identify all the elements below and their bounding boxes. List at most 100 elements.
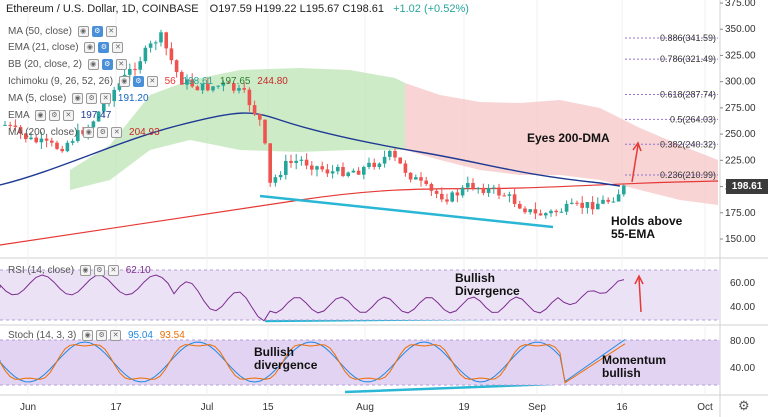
candle-body (590, 202, 595, 210)
settings-icon[interactable]: ⚙ (101, 59, 113, 70)
candle-body (523, 208, 527, 213)
annotation-stoch-divergence: Bullish divergence (254, 345, 318, 372)
candle-body (440, 193, 444, 200)
candle-body (211, 86, 215, 91)
eye-icon[interactable]: ◉ (34, 110, 46, 121)
candle-body (278, 174, 283, 178)
eye-icon[interactable]: ◉ (118, 76, 130, 87)
price-tick-label: 325.00 (725, 50, 756, 61)
eye-icon[interactable]: ◉ (72, 93, 84, 104)
close-icon[interactable]: ✕ (105, 26, 117, 37)
candle-body (445, 199, 449, 202)
candle-body (325, 169, 330, 174)
candle-body (81, 130, 85, 135)
candle-body (414, 177, 418, 180)
settings-icon[interactable]: ⚙ (93, 265, 105, 276)
ma200-line (0, 180, 719, 246)
candle-body (336, 166, 340, 172)
candle-body (96, 111, 101, 122)
candle-body (382, 156, 387, 164)
legend-ichimoku[interactable]: Ichimoku (9, 26, 52, 26) ◉ ⚙ ✕ 56 198.61 1… (8, 76, 288, 88)
candle-body (460, 187, 465, 196)
ohlc-low: L195.67 (299, 3, 340, 15)
annotation-holds-55ema: Holds above 55-EMA (611, 214, 683, 241)
candle-body (559, 211, 564, 213)
candle-body (91, 121, 96, 128)
close-icon[interactable]: ✕ (100, 93, 112, 104)
symbol-name[interactable]: Ethereum / U.S. Dollar (6, 3, 116, 15)
legend-ema[interactable]: EMA ◉ ⚙ ✕ 197.47 (8, 110, 112, 122)
close-icon[interactable]: ✕ (111, 127, 123, 138)
close-icon[interactable]: ✕ (112, 42, 124, 53)
eye-icon[interactable]: ◉ (82, 330, 94, 341)
candle-body (596, 203, 600, 210)
close-icon[interactable]: ✕ (110, 330, 122, 341)
candle-body (294, 160, 298, 163)
candle-body (55, 142, 59, 149)
candle-body (216, 85, 220, 87)
candle-body (310, 165, 314, 170)
symbol-header: Ethereum / U.S. Dollar, 1D, COINBASE O19… (6, 3, 469, 15)
settings-icon[interactable]: ⚙ (98, 42, 110, 53)
candle-body (174, 60, 179, 73)
ohlc-open: O197.59 (209, 3, 252, 15)
settings-icon[interactable]: ⚙ (97, 127, 109, 138)
candle-body (351, 170, 356, 173)
candle-body (466, 183, 470, 188)
settings-icon[interactable]: ⚙ (86, 93, 98, 104)
candle-body (497, 187, 501, 196)
candle-body (3, 124, 7, 126)
candle-body (533, 209, 538, 214)
close-icon[interactable]: ✕ (62, 110, 74, 121)
candle-body (299, 159, 304, 161)
legend-ema21[interactable]: EMA (21, close) ◉ ⚙ ✕ (8, 42, 124, 54)
candle-body (346, 172, 350, 177)
candle-body (388, 150, 392, 157)
legend-bb[interactable]: BB (20, close, 2) ◉ ⚙ ✕ (8, 59, 127, 71)
candle-body (575, 202, 579, 204)
stoch-trendline (344, 382, 554, 394)
candle-body (180, 72, 184, 85)
eye-icon[interactable]: ◉ (87, 59, 99, 70)
exchange-label: COINBASE (141, 3, 199, 15)
annotation-rsi-divergence: Bullish Divergence (455, 271, 520, 298)
settings-icon[interactable]: ⚙ (132, 76, 144, 87)
ichimoku-cloud-green (70, 68, 405, 190)
legend-ma200[interactable]: MA (200, close) ◉ ⚙ ✕ 204.93 (8, 127, 160, 139)
settings-icon[interactable]: ⚙ (91, 26, 103, 37)
interval-label[interactable]: 1D (121, 3, 136, 15)
stoch-d-line (0, 343, 626, 384)
legend-ma50[interactable]: MA (50, close) ◉ ⚙ ✕ (8, 26, 117, 38)
close-icon[interactable]: ✕ (115, 59, 127, 70)
time-tick-label: Jul (201, 402, 214, 413)
close-icon[interactable]: ✕ (107, 265, 119, 276)
candle-body (304, 159, 309, 166)
time-tick-label: Aug (356, 402, 374, 413)
candle-body (616, 194, 621, 202)
candle-body (159, 32, 163, 43)
candle-body (564, 203, 569, 212)
eye-icon[interactable]: ◉ (83, 127, 95, 138)
legend-rsi[interactable]: RSI (14, close) ◉ ⚙ ✕ 62.10 (8, 265, 151, 277)
close-icon[interactable]: ✕ (146, 76, 158, 87)
legend-ma5[interactable]: MA (5, close) ◉ ⚙ ✕ 191.20 (8, 93, 149, 105)
stoch-band (0, 340, 720, 385)
candle-body (70, 141, 75, 143)
candle-body (190, 79, 194, 87)
candle-body (424, 180, 428, 185)
eye-icon[interactable]: ◉ (79, 265, 91, 276)
candle-body (554, 210, 558, 213)
candle-body (450, 192, 454, 202)
fib-label: 0.618(287.74) (660, 90, 716, 100)
time-tick-label: Sep (528, 402, 546, 413)
gear-icon[interactable]: ⚙ (738, 398, 750, 413)
settings-icon[interactable]: ⚙ (96, 330, 108, 341)
eye-icon[interactable]: ◉ (84, 42, 96, 53)
candle-body (362, 166, 366, 175)
legend-stoch[interactable]: Stoch (14, 3, 3) ◉ ⚙ ✕ 95.04 93.54 (8, 330, 185, 342)
ichimoku-cloud-red (405, 83, 718, 205)
settings-icon[interactable]: ⚙ (48, 110, 60, 121)
eye-icon[interactable]: ◉ (77, 26, 89, 37)
candle-body (221, 82, 226, 86)
